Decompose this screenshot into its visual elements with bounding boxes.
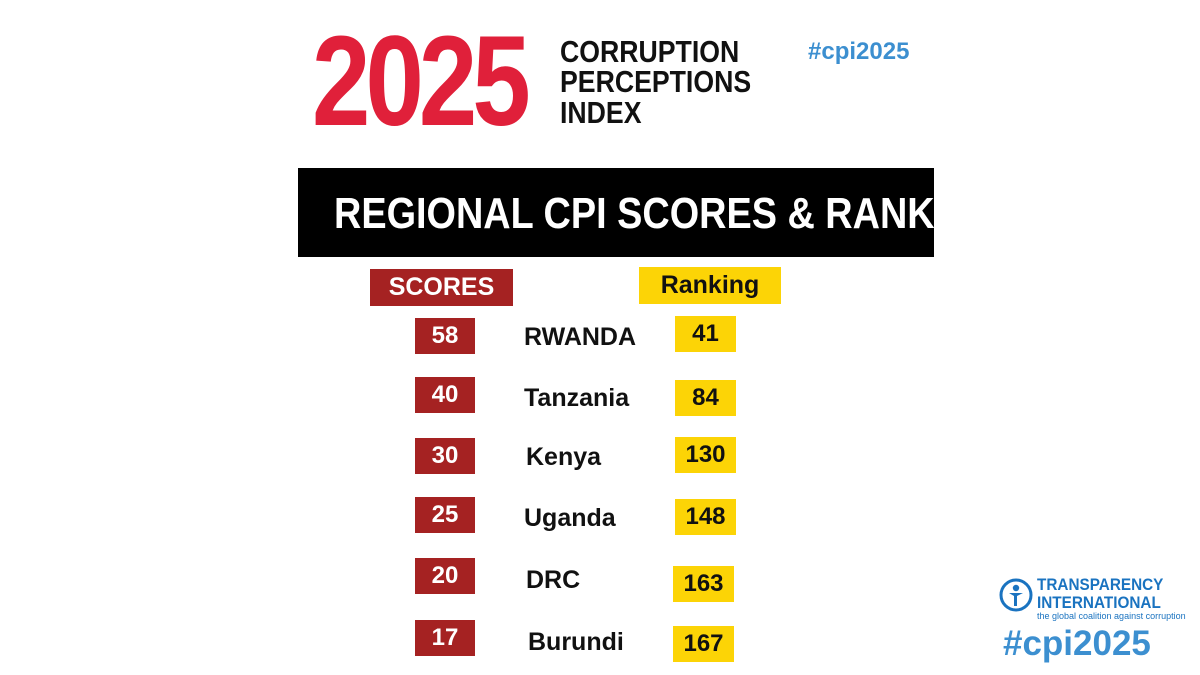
ranking-cell: 84 <box>675 380 736 416</box>
ranking-cell: 163 <box>673 566 734 602</box>
index-title-line-3: INDEX <box>560 95 642 130</box>
hashtag-top: #cpi2025 <box>808 38 910 65</box>
score-cell: 25 <box>415 497 475 533</box>
country-label: Burundi <box>528 628 624 656</box>
country-label: RWANDA <box>524 323 637 351</box>
transparency-international-logo-icon <box>999 578 1033 612</box>
ranking-column-header: Ranking <box>639 267 781 304</box>
org-name-line-1: TRANSPARENCY <box>1037 575 1164 594</box>
year-title: 2025 <box>312 10 531 153</box>
score-cell: 58 <box>415 318 475 354</box>
score-cell: 20 <box>415 558 475 594</box>
org-tagline: the global coalition against corruption <box>1037 611 1186 621</box>
country-label: Kenya <box>526 443 602 471</box>
country-label: Tanzania <box>524 384 630 412</box>
title-banner <box>298 168 934 257</box>
ranking-cell: 167 <box>673 626 734 662</box>
score-cell: 40 <box>415 377 475 413</box>
index-title-line-1: CORRUPTION <box>560 34 740 69</box>
org-name-line-2: INTERNATIONAL <box>1037 593 1161 612</box>
index-title-line-2: PERCEPTIONS <box>560 64 752 99</box>
score-cell: 30 <box>415 438 475 474</box>
banner-title: REGIONAL CPI SCORES & RANKING <box>334 189 1002 238</box>
country-label: DRC <box>526 566 581 594</box>
ranking-cell: 41 <box>675 316 736 352</box>
ranking-cell: 148 <box>675 499 736 535</box>
hashtag-bottom: #cpi2025 <box>1003 624 1151 663</box>
score-cell: 17 <box>415 620 475 656</box>
country-label: Uganda <box>524 504 616 532</box>
scores-column-header: SCORES <box>370 269 513 306</box>
ranking-cell: 130 <box>675 437 736 473</box>
